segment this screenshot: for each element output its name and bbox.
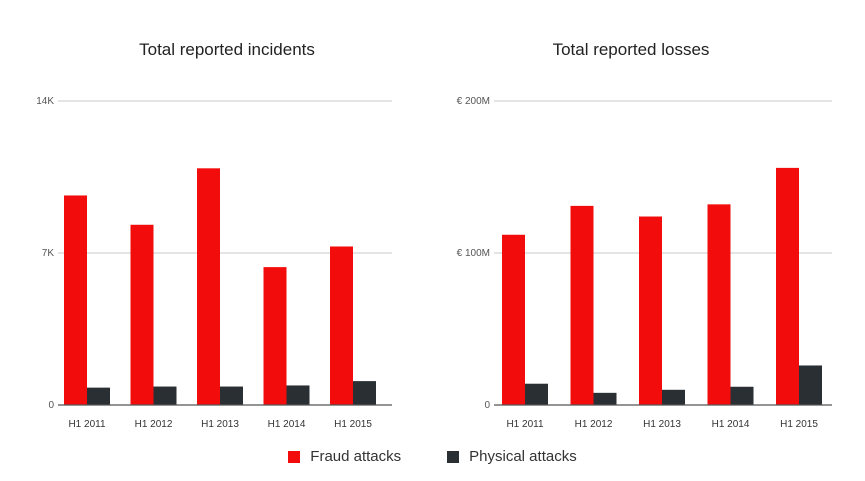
physical-swatch bbox=[447, 450, 460, 463]
y-tick-label: 0 bbox=[48, 400, 54, 411]
x-category-label: H1 2011 bbox=[68, 419, 106, 430]
fraud-attacks-bar bbox=[707, 204, 731, 405]
fraud-attacks-bar bbox=[130, 224, 154, 405]
physical-attacks-bar bbox=[662, 389, 685, 405]
x-category-label: H1 2014 bbox=[268, 419, 306, 430]
x-category-label: H1 2011 bbox=[506, 419, 544, 430]
fraud-attacks-bar bbox=[64, 195, 87, 405]
legend-item-fraud: Fraud attacks bbox=[288, 448, 401, 465]
y-tick-label: 14K bbox=[36, 96, 54, 107]
y-tick-label: 7K bbox=[42, 248, 55, 259]
x-category-label: H1 2013 bbox=[201, 419, 239, 430]
physical-attacks-bar bbox=[593, 392, 617, 405]
x-category-label: H1 2015 bbox=[780, 419, 818, 430]
legend-label-fraud: Fraud attacks bbox=[310, 448, 402, 465]
fraud-swatch bbox=[288, 450, 301, 463]
fraud-attacks-bar bbox=[330, 246, 353, 405]
chart-legend: Fraud attacks Physical attacks bbox=[0, 448, 865, 465]
physical-attacks-bar bbox=[525, 383, 548, 405]
legend-item-physical: Physical attacks bbox=[447, 448, 577, 465]
physical-attacks-bar bbox=[153, 386, 177, 405]
x-category-label: H1 2014 bbox=[712, 419, 750, 430]
incidents-chart-title: Total reported incidents bbox=[139, 40, 315, 59]
losses-chart-title: Total reported losses bbox=[552, 40, 710, 59]
x-category-label: H1 2012 bbox=[135, 419, 173, 430]
physical-attacks-bar bbox=[730, 386, 754, 405]
fraud-attacks-bar bbox=[570, 205, 594, 405]
physical-attacks-bar bbox=[220, 386, 243, 405]
x-category-label: H1 2013 bbox=[643, 419, 681, 430]
y-tick-label: 0 bbox=[484, 400, 490, 411]
fraud-attacks-bar bbox=[197, 168, 220, 405]
fraud-attacks-bar bbox=[639, 216, 662, 405]
x-category-label: H1 2012 bbox=[575, 419, 613, 430]
y-tick-label: € 200M bbox=[457, 96, 490, 107]
y-tick-label: € 100M bbox=[457, 248, 490, 259]
physical-attacks-bar bbox=[286, 385, 310, 405]
physical-attacks-bar bbox=[87, 387, 110, 405]
fraud-attacks-bar bbox=[263, 267, 287, 405]
fraud-attacks-bar bbox=[502, 234, 525, 405]
x-category-label: H1 2015 bbox=[334, 419, 372, 430]
legend-label-physical: Physical attacks bbox=[469, 448, 577, 465]
fraud-attacks-bar bbox=[776, 167, 799, 405]
physical-attacks-bar bbox=[353, 381, 376, 405]
physical-attacks-bar bbox=[799, 365, 822, 405]
